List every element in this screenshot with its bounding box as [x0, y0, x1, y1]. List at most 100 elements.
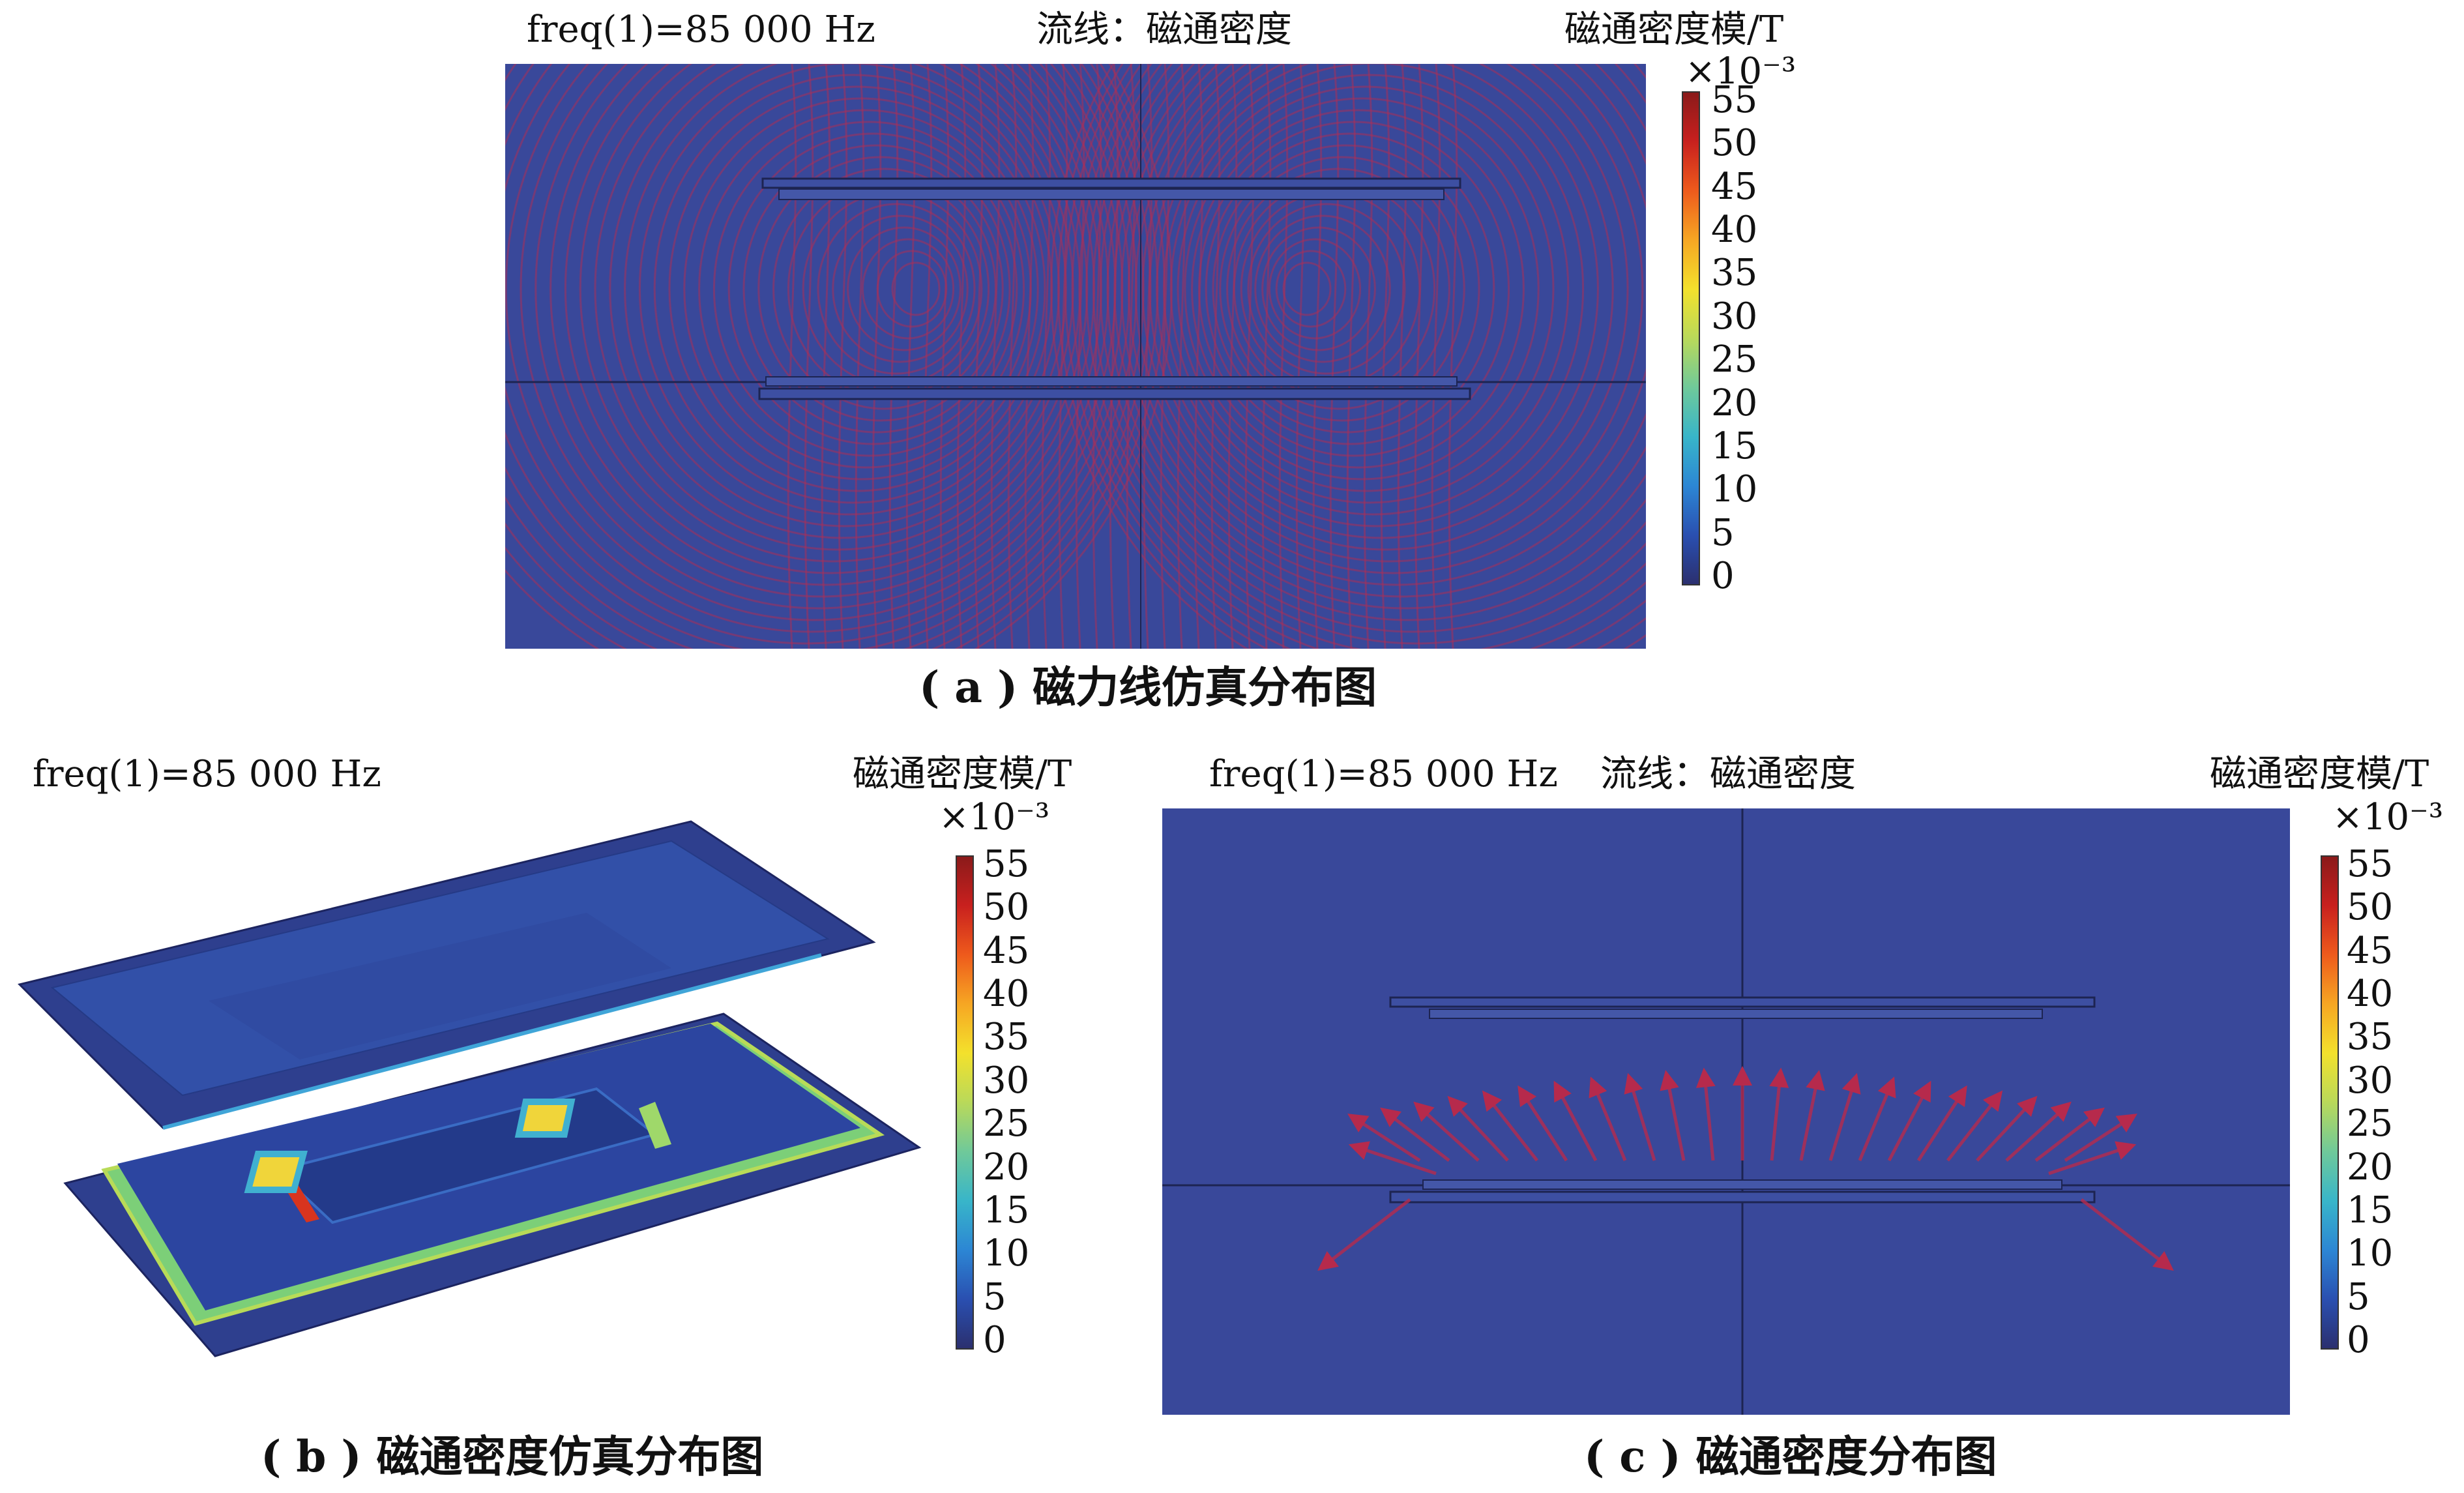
flux-arrow	[1347, 1114, 1421, 1162]
panel-c-lower-coil	[1389, 1190, 2096, 1204]
streamline	[1295, 64, 1306, 649]
streamline	[505, 64, 1137, 645]
colorbar-tick-label: 25	[2347, 1102, 2394, 1146]
streamline	[742, 144, 1011, 434]
streamline	[1247, 203, 1406, 375]
flux-arrow	[1589, 1076, 1627, 1161]
flux-arrow	[1624, 1072, 1656, 1161]
flux-arrow	[2048, 1141, 2137, 1175]
flux-arrow	[1976, 1095, 2038, 1162]
colorbar-tick-label: 0	[1711, 555, 1735, 597]
panel-b-freq-label: freq(1)=85 000 Hz	[33, 753, 381, 795]
colorbar-tick-label: 20	[2347, 1146, 2394, 1189]
flux-arrow	[1348, 1141, 1437, 1175]
panel-c-flux-arrows	[1317, 1066, 2174, 1271]
panel-c-colorbar-ticks: 55 50 45 40 35 30 25 20 15 10 5 0	[2347, 846, 2425, 1359]
streamline	[1414, 64, 1424, 649]
panel-c-caption: ( c ) 磁通密度分布图	[1584, 1431, 1997, 1482]
flux-arrow	[2064, 1114, 2137, 1162]
streamline	[1227, 64, 1238, 649]
panel-b-colorbar	[956, 855, 974, 1350]
streamline	[973, 64, 984, 649]
panel-c-lower-core	[1422, 1179, 2062, 1190]
panel-c-plot-title: 流线：磁通密度	[1600, 753, 1856, 795]
streamline	[1448, 64, 1458, 649]
panel-c-upper-coil	[1389, 996, 2096, 1008]
streamline	[787, 64, 797, 649]
streamline	[1184, 97, 1540, 480]
streamline	[505, 64, 1124, 621]
streamline	[1093, 64, 1646, 633]
streamline	[1329, 64, 1340, 649]
streamline	[861, 238, 955, 340]
flux-arrow	[1447, 1095, 1509, 1162]
flux-arrow	[2005, 1101, 2072, 1162]
streamline	[1397, 64, 1407, 649]
streamline	[1071, 64, 1646, 649]
streamline	[505, 64, 1145, 649]
streamline	[668, 85, 1046, 492]
colorbar-tick-label: 50	[983, 886, 1030, 929]
streamline	[1177, 85, 1555, 492]
panel-b-3d-plot	[18, 820, 922, 1357]
streamline	[939, 64, 950, 649]
streamline	[1058, 64, 1068, 649]
streamline	[804, 64, 814, 649]
streamline	[505, 64, 1166, 649]
streamline	[1282, 261, 1332, 316]
streamline	[1210, 64, 1221, 649]
panel-c-colorbar-scale: ×10⁻³	[2332, 796, 2444, 838]
colorbar-tick-label: 25	[983, 1102, 1030, 1146]
streamline	[872, 64, 882, 649]
panel-b-colorbar-ticks: 55 50 45 40 35 30 25 20 15 10 5 0	[983, 846, 1061, 1359]
colorbar-tick-label: 55	[983, 843, 1030, 885]
flux-arrow	[1553, 1080, 1598, 1162]
streamline	[1057, 64, 1646, 649]
panel-c-colorbar	[2321, 855, 2339, 1350]
streamline	[1041, 64, 1051, 649]
streamline	[1085, 64, 1646, 645]
panel-a-caption: ( a ) 磁力线仿真分布图	[919, 662, 1377, 713]
streamline	[1177, 64, 1187, 649]
flux-arrow	[1317, 1198, 1411, 1271]
colorbar-tick-label: 45	[983, 929, 1030, 972]
streamline	[1050, 64, 1646, 649]
streamline	[1099, 64, 1646, 621]
panel-a-lower-coil	[758, 387, 1471, 400]
streamline	[1346, 64, 1357, 649]
streamline	[956, 64, 967, 649]
streamline	[1109, 64, 1119, 649]
streamline	[891, 261, 941, 316]
panel-b-colorbar-scale: ×10⁻³	[939, 796, 1050, 838]
streamline	[1078, 64, 1646, 649]
streamline	[1380, 64, 1390, 649]
colorbar-tick-label: 5	[983, 1275, 1006, 1318]
flux-arrow	[2080, 1198, 2174, 1271]
panel-b-upper-core	[209, 913, 671, 1059]
streamline	[1254, 214, 1391, 363]
flux-arrow	[1660, 1070, 1686, 1161]
streamline	[505, 64, 1152, 649]
streamline	[712, 121, 1025, 457]
streamline	[1205, 132, 1495, 445]
panel-c-field-plot	[1162, 808, 2290, 1415]
colorbar-tick-label: 15	[1711, 424, 1758, 467]
colorbar-tick-label: 25	[1711, 338, 1758, 381]
streamline	[1261, 226, 1376, 351]
panel-a-streamlines	[505, 64, 1646, 649]
streamline	[1431, 64, 1441, 649]
streamline	[1363, 64, 1373, 649]
streamline	[505, 64, 1173, 649]
streamline	[1106, 64, 1646, 610]
colorbar-tick-label: 35	[1711, 252, 1758, 295]
streamline	[1244, 64, 1255, 649]
streamline	[1268, 238, 1362, 340]
colorbar-tick-label: 40	[1711, 209, 1758, 252]
colorbar-tick-label: 50	[1711, 122, 1758, 165]
flux-arrow	[1887, 1080, 1931, 1162]
colorbar-tick-label: 0	[2347, 1319, 2370, 1361]
flux-arrow	[2034, 1107, 2105, 1162]
colorbar-tick-label: 20	[1711, 381, 1758, 424]
panel-a-colorbar	[1682, 91, 1700, 585]
flux-arrow	[1695, 1067, 1716, 1161]
